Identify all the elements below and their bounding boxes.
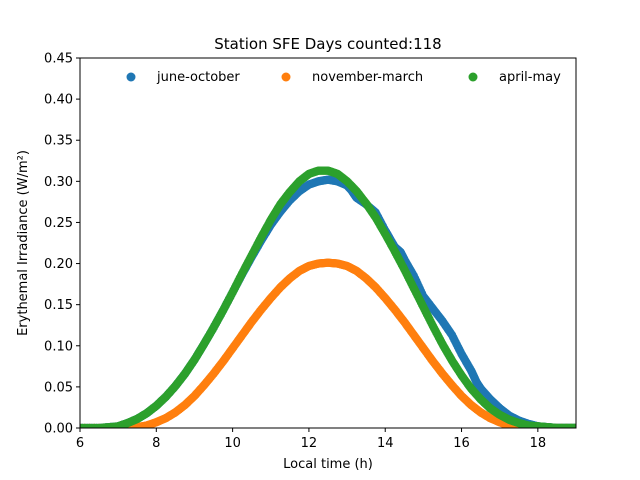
x-tick-label: 14 bbox=[377, 436, 394, 451]
legend-label: november-march bbox=[312, 70, 423, 85]
data-point bbox=[571, 423, 576, 428]
legend-label: june-october bbox=[156, 70, 240, 85]
series-june-october bbox=[80, 175, 576, 428]
series-november-march bbox=[80, 258, 576, 428]
y-tick-label: 0.45 bbox=[44, 52, 73, 67]
y-tick-label: 0.25 bbox=[44, 216, 73, 231]
x-tick-label: 12 bbox=[301, 436, 318, 451]
y-tick-label: 0.20 bbox=[44, 257, 73, 272]
x-tick-label: 8 bbox=[152, 436, 160, 451]
y-axis-ticks: 0.00 0.05 0.10 0.15 0.20 0.25 0.30 0.35 0.40 0.45 bbox=[44, 52, 80, 437]
x-axis-label: Local time (h) bbox=[283, 457, 373, 472]
legend-item: april-may bbox=[468, 70, 561, 85]
y-tick-label: 0.15 bbox=[44, 298, 73, 313]
x-tick-label: 18 bbox=[530, 436, 547, 451]
legend-marker bbox=[281, 72, 291, 82]
chart-title: Station SFE Days counted:118 bbox=[214, 35, 441, 53]
y-axis-label: Erythemal Irradiance (W/m²) bbox=[16, 150, 31, 336]
y-tick-label: 0.10 bbox=[44, 339, 73, 354]
x-tick-label: 6 bbox=[76, 436, 84, 451]
y-tick-label: 0.35 bbox=[44, 134, 73, 149]
legend-marker bbox=[126, 72, 136, 82]
x-tick-label: 16 bbox=[453, 436, 470, 451]
legend-item: november-march bbox=[281, 70, 423, 85]
plot-frame bbox=[79, 57, 577, 429]
legend-label: april-may bbox=[499, 70, 561, 85]
x-tick-label: 10 bbox=[224, 436, 241, 451]
y-tick-label: 0.05 bbox=[44, 380, 73, 395]
x-axis-ticks: 6 8 10 12 14 16 18 bbox=[76, 428, 546, 451]
legend-marker bbox=[468, 72, 478, 82]
y-tick-label: 0.00 bbox=[44, 422, 73, 437]
legend-item: june-october bbox=[126, 70, 240, 85]
series-april-may bbox=[80, 166, 576, 428]
y-tick-label: 0.40 bbox=[44, 93, 73, 108]
y-tick-label: 0.30 bbox=[44, 175, 73, 190]
legend: june-october november-march april-may bbox=[126, 70, 561, 85]
plot-series bbox=[80, 166, 576, 428]
